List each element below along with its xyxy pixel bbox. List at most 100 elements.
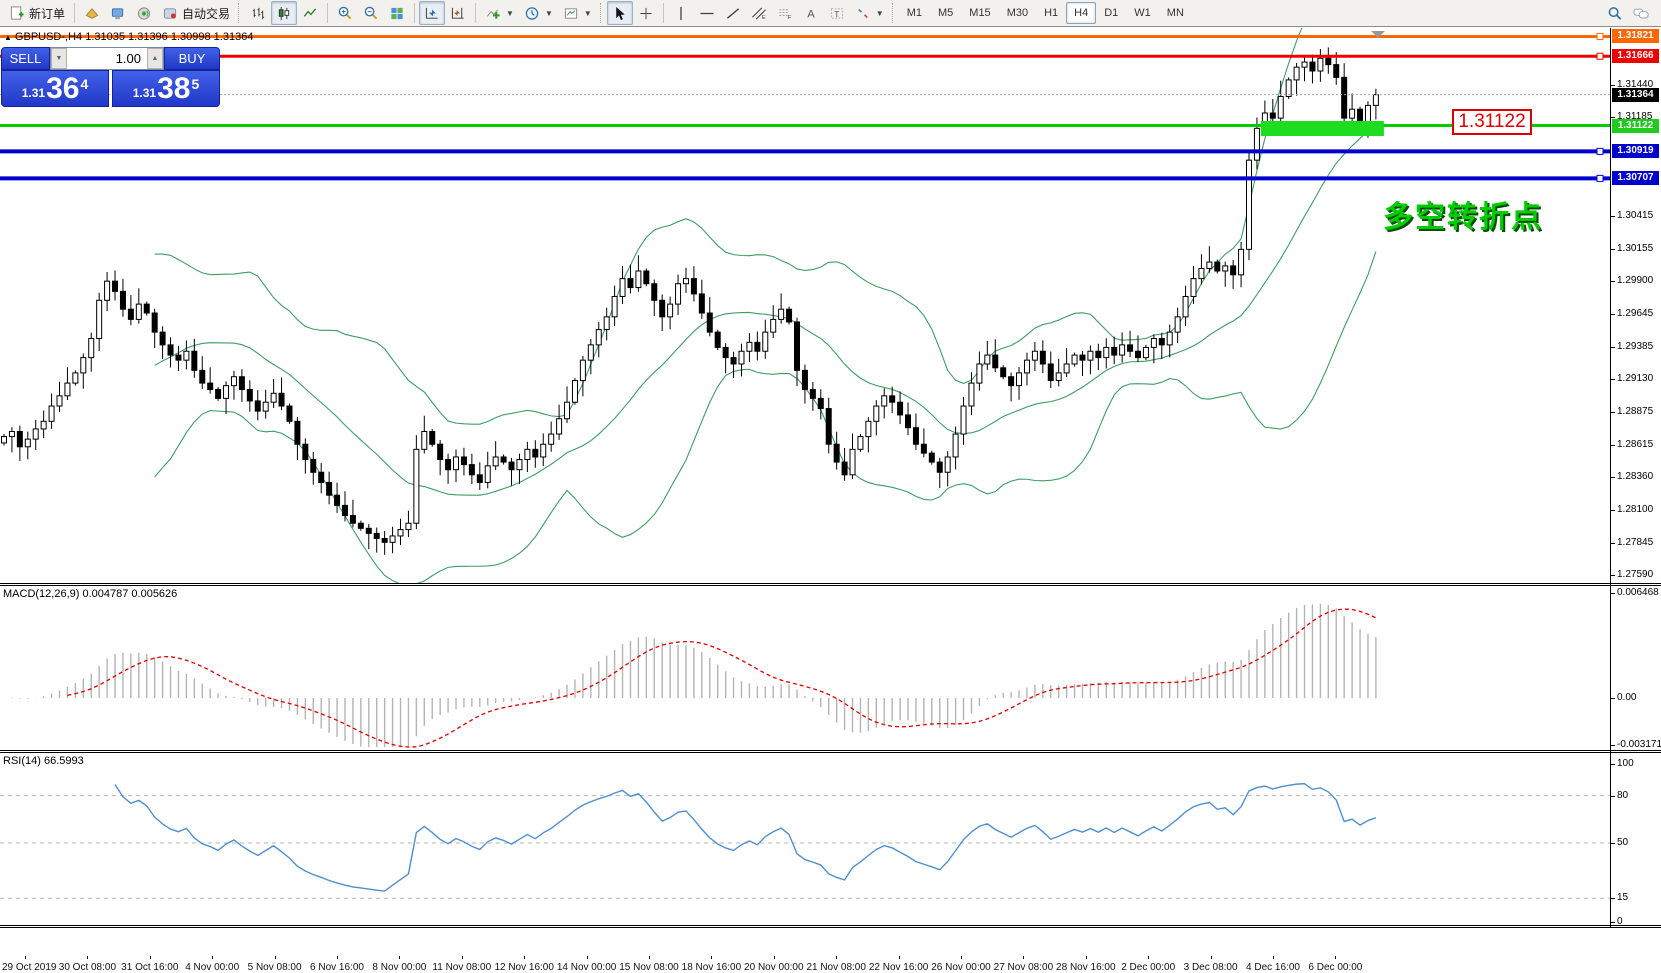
zoom-out-button[interactable] xyxy=(358,1,384,25)
sell-price-big: 36 xyxy=(46,72,80,105)
periods-button[interactable]: ▼ xyxy=(519,1,558,25)
macd-panel[interactable] xyxy=(0,586,1610,750)
trendline-button[interactable] xyxy=(720,1,746,25)
price-axis-badge-1.31364[interactable]: 1.31364 xyxy=(1612,87,1659,102)
history-center-button[interactable] xyxy=(79,1,105,25)
templates-button[interactable]: ▼ xyxy=(558,1,597,25)
line-chart-icon xyxy=(303,7,317,17)
vertical-line-icon xyxy=(680,6,682,20)
date-tick xyxy=(399,956,401,959)
candlestick-chart-button[interactable] xyxy=(271,1,298,25)
price-axis-label: 1.28100 xyxy=(1617,504,1654,516)
volume-decrease-button[interactable]: ▼ xyxy=(51,48,67,69)
date-label: 6 Nov 16:00 xyxy=(310,962,364,973)
horizontal-line-button[interactable] xyxy=(694,1,720,25)
market-depth-button[interactable] xyxy=(105,1,131,25)
price-axis-tick xyxy=(1611,215,1615,217)
arrows-button[interactable]: ▼ xyxy=(850,1,889,25)
timeframe-m5[interactable]: M5 xyxy=(938,7,954,19)
price-axis-tick xyxy=(1611,575,1615,577)
cursor-button[interactable] xyxy=(606,1,633,25)
price-axis-tick xyxy=(1611,411,1615,413)
rsi-axis-tick xyxy=(1611,764,1615,765)
line-chart-button[interactable] xyxy=(297,1,323,25)
sell-button[interactable]: SELL xyxy=(1,47,50,70)
symbol-marker: ▲ xyxy=(4,33,12,42)
chart-shift-marker[interactable] xyxy=(1371,31,1385,38)
svg-text:T: T xyxy=(834,8,839,18)
volume-increase-button[interactable]: ▲ xyxy=(147,48,163,69)
svg-text:A: A xyxy=(807,8,815,20)
rsi-panel[interactable] xyxy=(0,753,1610,925)
panel-splitter[interactable] xyxy=(0,925,1661,928)
price-axis-badge-1.31821[interactable]: 1.31821 xyxy=(1612,29,1659,44)
macd-axis-label: 0.006468 xyxy=(1617,587,1659,598)
auto-scroll-icon xyxy=(425,7,438,19)
price-axis-label: 1.27845 xyxy=(1617,536,1654,548)
price-axis-label: 1.31185 xyxy=(1617,111,1653,123)
zoom-in-button[interactable] xyxy=(332,1,358,25)
price-axis-tick xyxy=(1611,477,1615,479)
price-tag-1.31122[interactable]: 1.31122 xyxy=(1452,109,1532,135)
date-tick xyxy=(1023,956,1025,959)
highlight-bar[interactable] xyxy=(1260,121,1384,137)
date-label: 11 Nov 08:00 xyxy=(432,962,492,973)
annotation-text[interactable]: 多空转折点 xyxy=(1383,201,1543,234)
text-label-button[interactable]: T xyxy=(824,1,850,25)
crosshair-button[interactable] xyxy=(633,1,659,25)
timeframe-h4[interactable]: H4 xyxy=(1066,2,1097,24)
date-label: 31 Oct 16:00 xyxy=(121,962,179,973)
indicators-button[interactable]: ▼ xyxy=(480,1,519,25)
fibonacci-button[interactable]: F xyxy=(772,1,798,25)
bar-chart-button[interactable] xyxy=(245,1,271,25)
text-button[interactable]: A xyxy=(798,1,824,25)
autotrading-button[interactable]: 自动交易 xyxy=(157,1,235,25)
panel-splitter[interactable] xyxy=(0,583,1661,586)
timeframe-m15[interactable]: M15 xyxy=(969,7,991,19)
chat-icon[interactable] xyxy=(1633,6,1649,21)
horizontal-price-lines[interactable] xyxy=(0,32,1610,182)
price-axis-badge-1.31666[interactable]: 1.31666 xyxy=(1612,49,1659,64)
price-axis-badge-1.30707[interactable]: 1.30707 xyxy=(1612,171,1659,186)
timeframe-d1[interactable]: D1 xyxy=(1104,7,1119,19)
line-handle[interactable] xyxy=(1596,174,1604,182)
equidistant-channel-icon: E xyxy=(751,6,766,21)
chart-area[interactable]: ▲ GBPUSD-,H4 1.31035 1.31396 1.30998 1.31… xyxy=(0,28,1661,973)
chart-shift-button[interactable] xyxy=(445,1,471,25)
date-label: 8 Nov 00:00 xyxy=(372,962,427,973)
date-tick xyxy=(87,956,89,959)
new-order-button[interactable]: 新订单 xyxy=(4,1,70,25)
buy-button[interactable]: BUY xyxy=(164,47,220,70)
vertical-line-button[interactable] xyxy=(668,1,694,25)
price-axis-border xyxy=(1610,28,1611,928)
main-price-chart[interactable] xyxy=(0,28,1610,583)
date-tick xyxy=(1148,956,1150,959)
timeframe-m30[interactable]: M30 xyxy=(1006,7,1029,19)
volume-field[interactable]: 1.00 xyxy=(115,51,141,66)
date-tick xyxy=(898,956,900,959)
line-handle[interactable] xyxy=(1596,52,1604,60)
buy-price-panel[interactable]: 1.31 38 5 xyxy=(112,70,220,107)
timeframe-mn[interactable]: MN xyxy=(1166,7,1184,19)
new-order-icon xyxy=(10,5,24,20)
chart-shift-icon xyxy=(451,7,464,19)
timeframe-w1[interactable]: W1 xyxy=(1134,7,1151,19)
signals-button[interactable] xyxy=(131,1,157,25)
line-handle[interactable] xyxy=(1596,147,1604,155)
timeframe-h1[interactable]: H1 xyxy=(1044,7,1059,19)
equidistant-channel-button[interactable]: E xyxy=(746,1,772,25)
macd-axis-tick xyxy=(1611,745,1615,746)
panel-splitter[interactable] xyxy=(0,750,1661,753)
macd-axis-label: 0.00 xyxy=(1617,692,1637,703)
sell-price-panel[interactable]: 1.31 36 4 xyxy=(1,70,109,107)
line-handle[interactable] xyxy=(1596,32,1604,40)
tile-windows-button[interactable] xyxy=(384,1,410,25)
price-axis-badge-1.30919[interactable]: 1.30919 xyxy=(1612,144,1659,159)
date-tick xyxy=(274,956,276,959)
text-icon: A xyxy=(807,8,815,20)
price-axis-badge-1.31122[interactable]: 1.31122 xyxy=(1612,118,1659,133)
svg-text:F: F xyxy=(788,15,792,21)
symbol-search-icon[interactable] xyxy=(1607,6,1623,21)
timeframe-m1[interactable]: M1 xyxy=(906,7,922,19)
auto-scroll-button[interactable] xyxy=(419,1,446,25)
